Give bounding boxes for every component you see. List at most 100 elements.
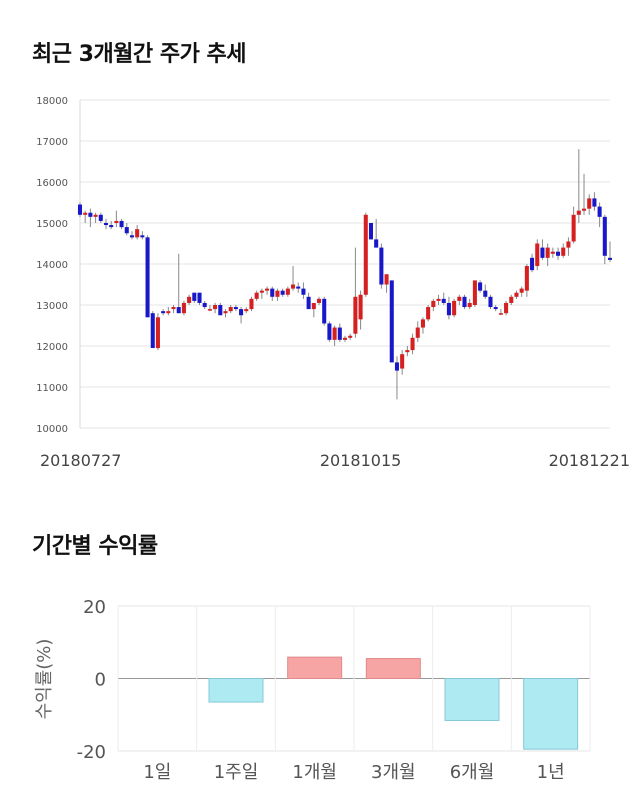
- price-candle: [478, 280, 483, 293]
- candle-body: [265, 288, 270, 291]
- candle-body: [545, 247, 550, 258]
- candle-body: [254, 292, 259, 299]
- price-candle: [556, 247, 561, 260]
- price-candle: [150, 311, 155, 349]
- candle-body: [420, 319, 425, 328]
- returns-category-label: 6개월: [450, 762, 495, 783]
- candle-body: [239, 309, 244, 316]
- price-candle: [129, 231, 134, 240]
- candle-body: [571, 214, 576, 242]
- candle-body: [337, 327, 342, 340]
- price-candle: [400, 350, 405, 375]
- candle-body: [316, 298, 322, 303]
- price-candle: [348, 333, 353, 340]
- candle-body: [514, 292, 519, 297]
- candle-body: [368, 223, 374, 240]
- returns-y-axis-label: 수익률(%): [34, 639, 55, 720]
- price-candle: [228, 305, 233, 314]
- price-y-tick-label: 17000: [36, 137, 68, 148]
- price-candle: [436, 294, 441, 305]
- price-y-tick-label: 18000: [36, 96, 68, 107]
- candle-body: [301, 288, 306, 295]
- price-candle: [597, 202, 602, 228]
- candle-body: [103, 223, 109, 226]
- candle-body: [358, 294, 363, 320]
- price-candle: [498, 309, 503, 316]
- returns-y-tick-label: 20: [83, 597, 106, 618]
- price-candle: [384, 274, 389, 293]
- candle-body: [607, 257, 613, 260]
- price-chart-x-axis: 20180727 20181015 20181221: [40, 451, 630, 470]
- returns-category-label: 3개월: [371, 762, 416, 783]
- candle-body: [296, 286, 301, 289]
- price-candle: [114, 210, 119, 228]
- price-chart-title: 최근 3개월간 주가 추세: [32, 42, 246, 67]
- returns-chart-y-axis: 20 0 -20: [77, 597, 106, 763]
- price-candle: [192, 292, 197, 303]
- returns-category-label: 1년: [537, 762, 565, 783]
- price-candle: [483, 284, 488, 299]
- price-candle: [446, 296, 451, 320]
- price-candle: [259, 288, 264, 299]
- price-candle: [181, 300, 186, 316]
- returns-chart-x-axis: 1일 1주일 1개월 3개월 6개월 1년: [143, 762, 564, 783]
- price-candle: [296, 282, 301, 293]
- candle-body: [124, 227, 129, 234]
- candle-body: [587, 198, 592, 209]
- price-candle: [171, 305, 176, 314]
- price-candle: [83, 210, 88, 223]
- candle-body: [540, 247, 545, 258]
- price-candle: [592, 192, 597, 211]
- price-candle: [405, 346, 410, 357]
- candle-body: [576, 210, 581, 215]
- candle-body: [342, 337, 348, 340]
- price-candle: [504, 300, 509, 316]
- candle-body: [332, 327, 337, 340]
- price-candle: [607, 241, 613, 262]
- price-candle: [155, 313, 160, 351]
- price-candle: [145, 235, 150, 318]
- price-chart-grid: [79, 99, 610, 429]
- price-candle: [291, 266, 296, 291]
- price-candle: [207, 305, 212, 312]
- price-candle: [254, 290, 259, 301]
- candle-body: [244, 309, 249, 312]
- price-candle: [576, 149, 581, 223]
- candle-body: [556, 251, 561, 256]
- price-x-tick-label: 20181015: [320, 451, 401, 470]
- candle-body: [504, 302, 509, 314]
- price-candle: [415, 321, 420, 342]
- candle-body: [488, 296, 493, 308]
- price-y-tick-label: 11000: [36, 383, 68, 394]
- price-candlestick-chart: 10000 11000 12000 13000 14000 15000 16000 17000…: [36, 96, 630, 470]
- candle-body: [187, 296, 192, 303]
- price-candle: [187, 294, 192, 305]
- price-candle: [493, 305, 498, 312]
- price-candle: [441, 292, 446, 305]
- candle-body: [233, 307, 238, 310]
- price-candle: [431, 298, 436, 312]
- returns-bar: [208, 678, 264, 703]
- price-candle: [540, 239, 545, 260]
- price-candle: [545, 243, 550, 267]
- candle-body: [353, 296, 358, 334]
- candle-body: [114, 220, 119, 223]
- price-candle: [161, 309, 166, 316]
- price-candle: [311, 302, 316, 318]
- candle-body: [145, 237, 150, 318]
- price-candle: [265, 286, 270, 295]
- price-candle: [135, 225, 140, 240]
- price-candle: [88, 208, 93, 228]
- candle-body: [535, 243, 540, 267]
- price-candle: [322, 296, 327, 326]
- candle-body: [223, 311, 228, 314]
- candle-body: [566, 241, 571, 248]
- price-y-tick-label: 12000: [36, 342, 68, 353]
- candle-body: [436, 298, 441, 301]
- price-candle: [176, 253, 181, 314]
- candle-body: [218, 305, 223, 316]
- price-candle: [535, 239, 540, 271]
- candle-body: [415, 327, 420, 338]
- candle-body: [161, 311, 166, 314]
